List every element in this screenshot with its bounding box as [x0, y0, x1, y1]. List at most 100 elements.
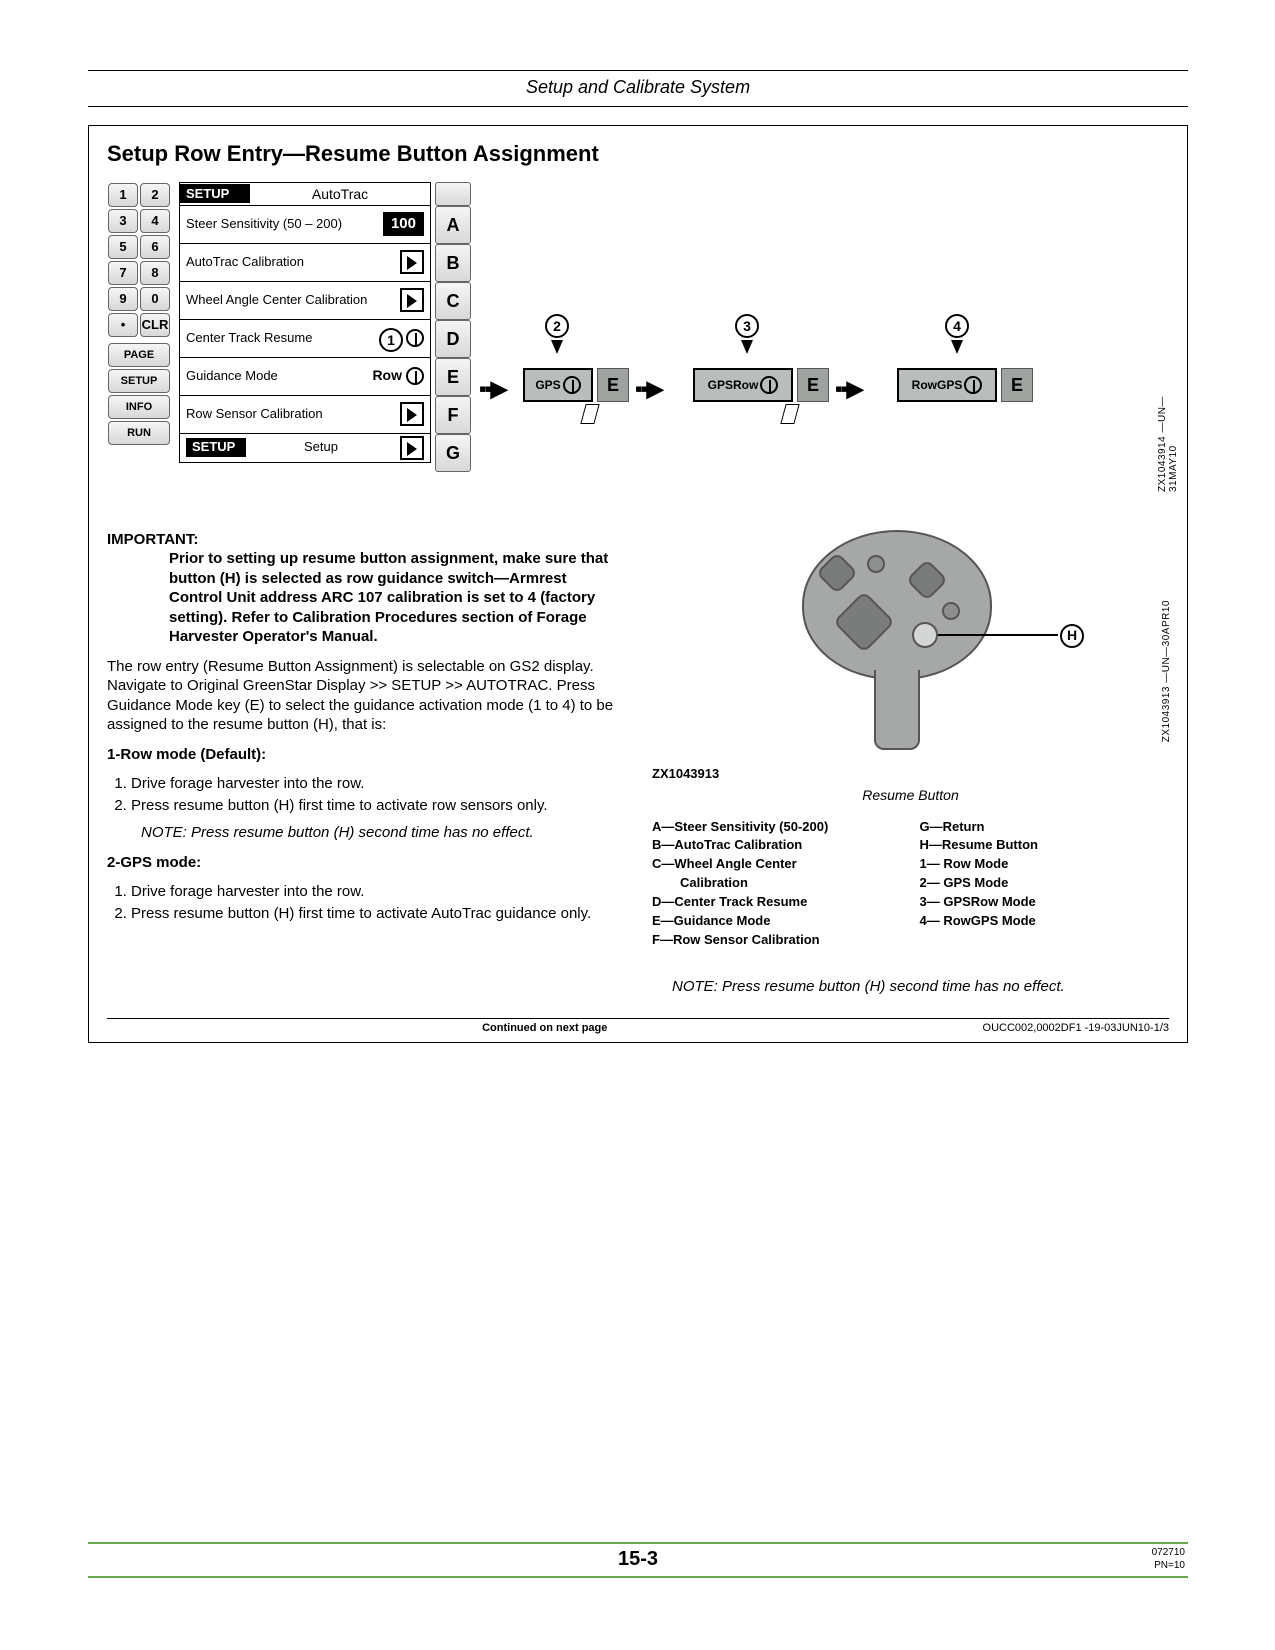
mode-rowgps-text: RowGPS: [912, 378, 963, 392]
return-icon: [400, 436, 424, 460]
footer-rule-2: [88, 1576, 1188, 1578]
footer-date: 072710: [1152, 1546, 1185, 1559]
key-6[interactable]: 6: [140, 235, 170, 259]
cursor-icon: [780, 404, 799, 424]
mode-letter-e-2: E: [597, 368, 629, 402]
key-info[interactable]: INFO: [108, 395, 170, 419]
mode1-note: NOTE: Press resume button (H) second tim…: [141, 823, 624, 843]
running-header: Setup and Calibrate System: [88, 77, 1188, 98]
right-note: NOTE: Press resume button (H) second tim…: [672, 977, 1169, 997]
key-1[interactable]: 1: [108, 183, 138, 207]
arrow-down-icon: [951, 340, 963, 354]
joystick-drawing: [762, 530, 1022, 750]
legend-f: F—Row Sensor Calibration: [652, 932, 902, 949]
menu-row-c-label: Wheel Angle Center Calibration: [186, 293, 396, 307]
joystick-figure: H ZX1043913 —UN—30APR10: [652, 530, 1169, 760]
intro-paragraph: The row entry (Resume Button Assignment)…: [107, 657, 624, 735]
legend-d: D—Center Track Resume: [652, 894, 902, 911]
softkey-b[interactable]: B: [435, 244, 471, 282]
key-3[interactable]: 3: [108, 209, 138, 233]
dots-connector: ▪▪▶: [635, 376, 662, 402]
key-2[interactable]: 2: [140, 183, 170, 207]
function-keys: PAGE SETUP INFO RUN: [107, 342, 175, 446]
mode2-step-1: Drive forage harvester into the row.: [131, 882, 624, 902]
softkey-e[interactable]: E: [435, 358, 471, 396]
legend-2: 2— GPS Mode: [920, 875, 1170, 892]
mode2-heading: 2-GPS mode:: [107, 853, 624, 873]
key-setup[interactable]: SETUP: [108, 369, 170, 393]
blank-key: [435, 182, 471, 206]
diagram-strip: 12 34 56 78 90 •CLR PAGE SETUP INFO RUN …: [107, 182, 1169, 492]
important-lead: IMPORTANT:: [107, 531, 198, 548]
joystick-resume-button: [912, 622, 938, 648]
key-4[interactable]: 4: [140, 209, 170, 233]
menu-row-a-value: 100: [383, 212, 424, 237]
key-0[interactable]: 0: [140, 287, 170, 311]
mode1-step-1: Drive forage harvester into the row.: [131, 774, 624, 794]
legend: A—Steer Sensitivity (50-200) B—AutoTrac …: [652, 819, 1169, 951]
mode-gpsrow-text: GPSRow: [708, 378, 759, 392]
softkey-a[interactable]: A: [435, 206, 471, 244]
menu-row-e[interactable]: Guidance Mode Row: [179, 358, 431, 396]
menu-row-c[interactable]: Wheel Angle Center Calibration: [179, 282, 431, 320]
legend-right: G—Return H—Resume Button 1— Row Mode 2— …: [920, 819, 1170, 951]
footer-pn: PN=10: [1152, 1559, 1185, 1572]
callout-h: H: [1060, 624, 1084, 648]
callout-1: 1: [379, 328, 403, 352]
softkey-g[interactable]: G: [435, 434, 471, 472]
callout-2-num: 2: [545, 314, 569, 338]
important-note: IMPORTANT:: [107, 530, 624, 550]
legend-4: 4— RowGPS Mode: [920, 913, 1170, 930]
key-run[interactable]: RUN: [108, 421, 170, 445]
steer-icon: [964, 376, 982, 394]
menu-row-e-value: Row: [372, 368, 402, 383]
arrow-down-icon: [551, 340, 563, 354]
mode-letter-e-4: E: [1001, 368, 1033, 402]
softkey-d[interactable]: D: [435, 320, 471, 358]
arrow-icon: [400, 402, 424, 426]
joystick-stem: [874, 670, 920, 750]
mode-box-gpsrow: GPSRow: [693, 368, 793, 402]
numeric-keypad: 12 34 56 78 90 •CLR: [107, 182, 175, 338]
footer-meta: 072710 PN=10: [1152, 1546, 1185, 1572]
content-frame: Setup Row Entry—Resume Button Assignment…: [88, 125, 1188, 1043]
key-5[interactable]: 5: [108, 235, 138, 259]
arrow-down-icon: [741, 340, 753, 354]
mode1-heading: 1-Row mode (Default):: [107, 745, 624, 765]
mode-gps-text: GPS: [535, 378, 560, 392]
menu-row-f[interactable]: Row Sensor Calibration: [179, 396, 431, 434]
key-page[interactable]: PAGE: [108, 343, 170, 367]
key-8[interactable]: 8: [140, 261, 170, 285]
section-heading: Setup Row Entry—Resume Button Assignment: [107, 140, 1169, 168]
menu-row-g-label: Setup: [246, 440, 396, 454]
rule-top: [88, 70, 1188, 71]
softkey-c[interactable]: C: [435, 282, 471, 320]
callout-4-num: 4: [945, 314, 969, 338]
menu-row-b[interactable]: AutoTrac Calibration: [179, 244, 431, 282]
mode-box-rowgps: RowGPS: [897, 368, 997, 402]
softkey-letters: A B C D E F G: [435, 182, 473, 472]
softkey-f[interactable]: F: [435, 396, 471, 434]
callout-2: 2: [545, 314, 569, 354]
joystick-small-button: [942, 602, 960, 620]
joystick-head: [802, 530, 992, 680]
menu-row-f-label: Row Sensor Calibration: [186, 407, 396, 421]
menu-row-a-label: Steer Sensitivity (50 – 200): [186, 217, 383, 231]
legend-left: A—Steer Sensitivity (50-200) B—AutoTrac …: [652, 819, 902, 951]
legend-a: A—Steer Sensitivity (50-200): [652, 819, 902, 836]
key-dot[interactable]: •: [108, 313, 138, 337]
legend-e: E—Guidance Mode: [652, 913, 902, 930]
menu-row-e-label: Guidance Mode: [186, 369, 372, 383]
steer-icon: [406, 367, 424, 385]
steer-icon: [760, 376, 778, 394]
menu-row-g[interactable]: SETUP Setup: [179, 434, 431, 463]
important-body: Prior to setting up resume button assign…: [107, 549, 624, 647]
menu-row-a[interactable]: Steer Sensitivity (50 – 200) 100: [179, 206, 431, 244]
key-7[interactable]: 7: [108, 261, 138, 285]
image-code-joy: ZX1043913 —UN—30APR10: [1160, 600, 1173, 742]
dots-connector: ▪▪▶: [835, 376, 862, 402]
legend-h: H—Resume Button: [920, 837, 1170, 854]
legend-c2: Calibration: [652, 875, 902, 892]
key-9[interactable]: 9: [108, 287, 138, 311]
key-clr[interactable]: CLR: [140, 313, 170, 337]
